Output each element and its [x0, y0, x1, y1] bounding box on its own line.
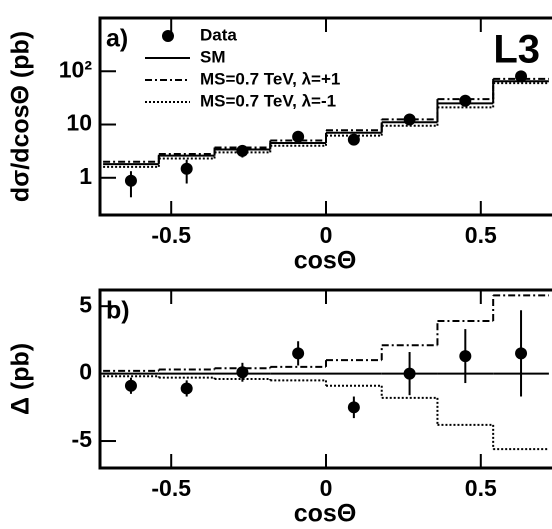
data-point	[236, 366, 249, 379]
y-tick-label: 1	[79, 163, 92, 189]
data-point	[515, 347, 528, 360]
data-point	[459, 350, 472, 363]
y-axis-label: Δ (pb)	[7, 343, 35, 415]
legend-label: MS=0.7 TeV, λ=-1	[200, 91, 336, 110]
data-point	[124, 379, 137, 392]
legend-label: Data	[200, 25, 237, 44]
y-tick-label: 10	[66, 110, 92, 136]
y-tick-label: -5	[72, 426, 93, 452]
data-point	[180, 162, 193, 175]
data-point	[347, 133, 360, 146]
legend-label: SM	[200, 47, 226, 66]
x-tick-label: 0	[320, 222, 333, 248]
panel-label: a)	[106, 25, 128, 53]
x-tick-label: -0.5	[151, 222, 191, 248]
experiment-label: L3	[493, 28, 540, 72]
frame	[98, 288, 552, 470]
frame	[98, 16, 552, 217]
x-tick-label: 0	[320, 475, 333, 501]
y-tick-label: 10²	[59, 56, 93, 82]
x-axis-label: cosΘ	[294, 500, 357, 528]
x-tick-label: 0.5	[465, 475, 497, 501]
data-point	[347, 401, 360, 414]
y-tick-label: 5	[79, 291, 92, 317]
y-tick-label: 0	[79, 359, 92, 385]
x-tick-label: 0.5	[465, 222, 497, 248]
x-tick-label: -0.5	[151, 475, 191, 501]
data-point	[124, 174, 137, 187]
data-point	[180, 382, 193, 395]
panel-label: b)	[106, 297, 130, 325]
legend-marker	[162, 30, 174, 42]
legend-label: MS=0.7 TeV, λ=+1	[200, 69, 340, 88]
data-point	[292, 347, 305, 360]
y-axis-label: dσ/dcosΘ (pb)	[7, 31, 35, 202]
data-point	[459, 94, 472, 107]
x-axis-label: cosΘ	[294, 247, 357, 275]
